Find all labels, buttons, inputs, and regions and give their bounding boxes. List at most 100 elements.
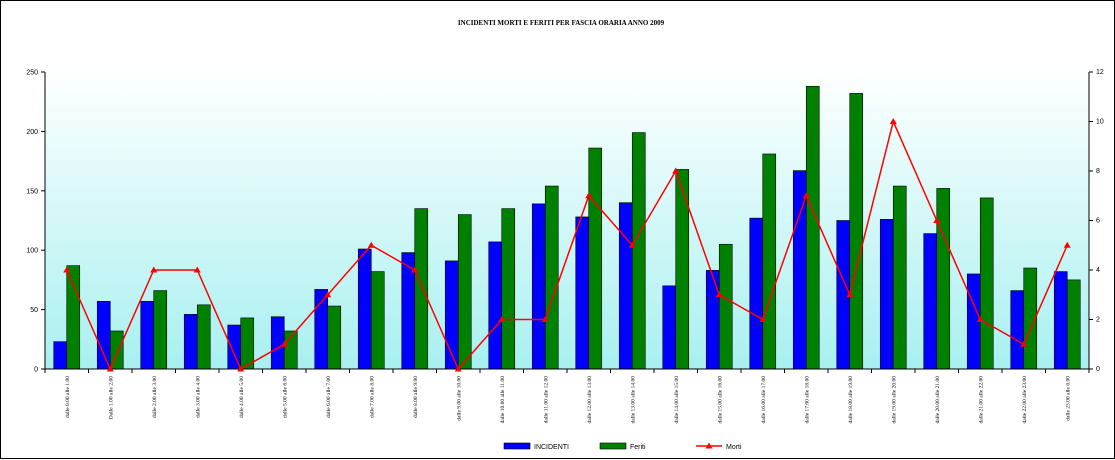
y2-tick-label: 2: [1096, 317, 1100, 324]
legend-swatch-feriti: [599, 442, 627, 450]
bar-feriti-19: [892, 185, 907, 370]
point-morti-9: [454, 365, 462, 372]
bar-feriti-16: [762, 153, 777, 370]
point-morti-2: [150, 266, 158, 273]
point-morti-7: [367, 241, 375, 248]
y-tick-label: 250: [26, 70, 38, 77]
bar-feriti-9: [457, 214, 472, 370]
bar-feriti-15: [718, 243, 733, 370]
x-tick-label: dalle 17.00 alle 18.00: [804, 376, 810, 424]
point-morti-3: [193, 266, 201, 273]
y-tick-label: 150: [26, 188, 38, 195]
bar-feriti-7: [370, 271, 385, 370]
bar-incidenti-20: [923, 233, 938, 370]
legend-marker-morti: [705, 442, 713, 449]
bar-feriti-20: [936, 188, 951, 370]
axes-layer: 0 50 100 150 200 250 0 2 4 6 8 10 12 dalle 0.00 alle …: [26, 69, 1104, 424]
x-tick-label: dalle 2.00 alle 3.00: [152, 376, 158, 418]
point-morti-16: [759, 316, 767, 322]
x-tick-label: dalle 19.00 alle 20.00: [891, 376, 897, 424]
line-morti: [66, 119, 1068, 371]
y2-tick-label: 0: [1096, 366, 1100, 373]
bar-incidenti-4: [227, 324, 242, 370]
bar-feriti-0: [66, 265, 81, 370]
bar-feriti-17: [805, 85, 820, 370]
point-morti-21: [976, 316, 984, 322]
bar-incidenti-13: [618, 202, 633, 370]
point-morti-5: [280, 340, 288, 347]
bar-incidenti-1: [96, 300, 111, 370]
legend-label: Feriti: [630, 444, 646, 451]
bar-feriti-21: [979, 197, 994, 370]
point-morti-18: [846, 291, 854, 298]
x-tick-label: dalle 5.00 alle 6.00: [282, 376, 288, 418]
point-morti-1: [106, 365, 114, 372]
x-tick-label: dalle 4.00 alle 5.00: [239, 376, 245, 418]
y2-tick-label: 6: [1096, 218, 1100, 225]
point-morti-22: [1020, 340, 1028, 347]
bar-feriti-13: [631, 132, 646, 370]
point-morti-15: [715, 291, 723, 298]
x-tick-label: dalle 16.00 alle 17.00: [761, 376, 767, 424]
x-tick-label: dalle 3.00 alle 4.00: [195, 376, 201, 418]
x-tick-label: dalle 0.00 alle 1.00: [65, 376, 71, 418]
chart-title: INCIDENTI MORTI E FERITI PER FASCIA ORAR…: [458, 19, 665, 27]
x-tick-label: dalle 7.00 alle 8.00: [369, 376, 375, 418]
point-morti-12: [585, 192, 593, 199]
point-morti-8: [411, 266, 419, 273]
bar-feriti-12: [588, 147, 603, 370]
point-morti-0: [63, 266, 71, 273]
point-morti-4: [237, 365, 245, 372]
bar-feriti-23: [1066, 279, 1081, 370]
point-morti-10: [498, 316, 506, 322]
x-tick-label: dalle 14.00 alle 15.00: [674, 376, 680, 424]
bar-incidenti-12: [575, 216, 590, 370]
bar-incidenti-16: [749, 217, 764, 370]
legend-swatch-incidenti: [503, 442, 531, 450]
point-morti-19: [889, 118, 897, 124]
x-tick-label: dalle 12.00 alle 13.00: [587, 376, 593, 424]
line-layer: [63, 118, 1071, 372]
legend-label: INCIDENTI: [534, 444, 569, 451]
bar-incidenti-19: [879, 219, 894, 370]
x-tick-label: dalle 20.00 alle 21.00: [935, 376, 941, 424]
x-tick-label: dalle 8.00 alle 9.00: [413, 376, 419, 418]
y-tick-label: 50: [30, 307, 38, 314]
x-tick-label: Dalle 1.00 alle 2.00: [108, 376, 114, 419]
bar-incidenti-7: [357, 248, 372, 370]
y-tick-label: 0: [34, 367, 38, 374]
x-tick-label: dalle 10.00 alle 11.00: [500, 376, 506, 424]
point-morti-14: [672, 167, 680, 174]
bar-incidenti-15: [705, 270, 720, 370]
y2-tick-label: 10: [1096, 119, 1104, 126]
point-morti-11: [541, 316, 549, 322]
bar-feriti-14: [675, 169, 690, 370]
y2-tick-label: 4: [1096, 267, 1100, 274]
legend: INCIDENTI Feriti Morti: [503, 442, 742, 451]
point-morti-23: [1063, 241, 1071, 248]
bar-feriti-18: [849, 93, 864, 370]
bar-incidenti-14: [662, 285, 677, 370]
x-tick-label: dalle 21.00 alle 22.00: [978, 376, 984, 424]
bar-incidenti-0: [53, 341, 68, 370]
bar-incidenti-3: [183, 314, 198, 370]
x-tick-label: dalle 11.00 alle 12.00: [543, 376, 549, 424]
bar-feriti-4: [240, 317, 255, 370]
bar-feriti-10: [501, 208, 516, 370]
bar-feriti-3: [196, 304, 211, 370]
legend-label: Morti: [726, 444, 742, 451]
y2-tick-label: 12: [1096, 69, 1104, 76]
bar-feriti-6: [327, 305, 342, 370]
y2-tick-label: 8: [1096, 168, 1100, 175]
bar-incidenti-22: [1010, 290, 1025, 370]
bar-incidenti-10: [488, 241, 503, 370]
x-tick-label: dalle 9.00 alle 10.00: [456, 376, 462, 421]
bar-incidenti-5: [270, 316, 285, 370]
y-tick-label: 200: [26, 129, 38, 136]
x-tick-label: dalle 22.00 alle 23.00: [1022, 376, 1028, 424]
bar-feriti-2: [153, 290, 168, 370]
bar-incidenti-23: [1053, 271, 1068, 370]
bar-feriti-8: [414, 208, 429, 370]
point-morti-6: [324, 291, 332, 298]
